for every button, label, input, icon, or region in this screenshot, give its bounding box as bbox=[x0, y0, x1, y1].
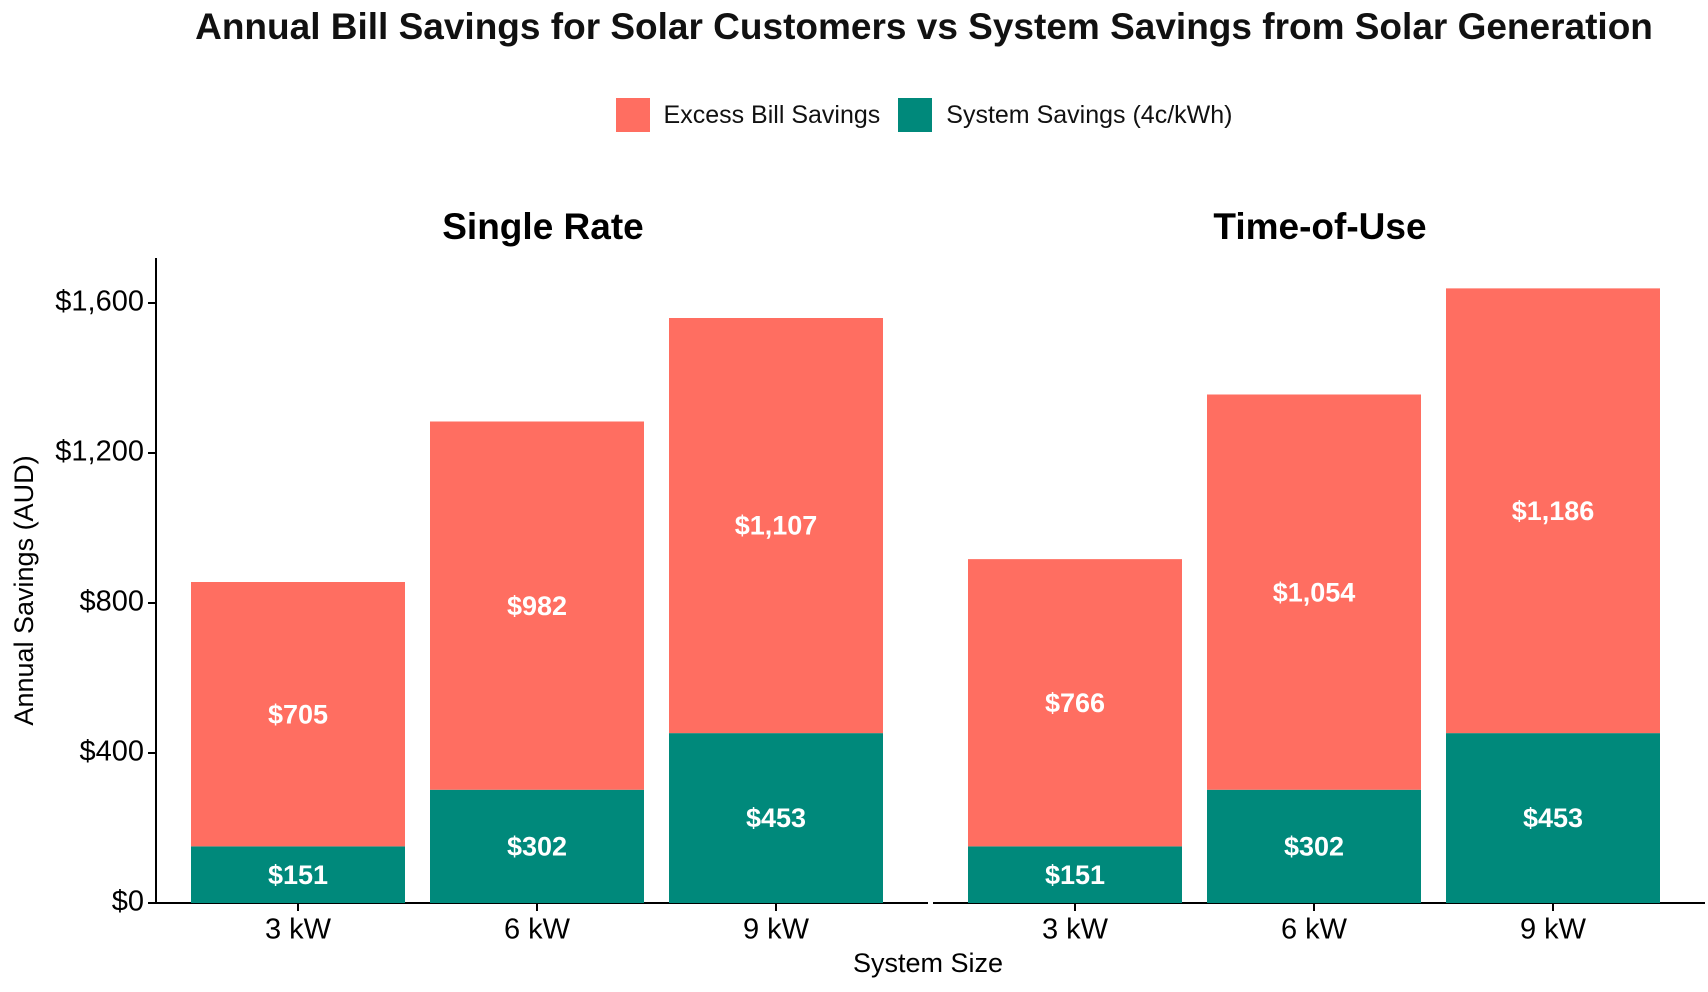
x-tick-label: 3 kW bbox=[1042, 914, 1109, 946]
x-tick-label: 9 kW bbox=[743, 914, 810, 946]
y-axis-title: Annual Savings (AUD) bbox=[9, 455, 39, 725]
data-label-system: $302 bbox=[507, 832, 567, 862]
legend-label-system: System Savings (4c/kWh) bbox=[946, 100, 1233, 129]
chart-title: Annual Bill Savings for Solar Customers … bbox=[195, 6, 1653, 47]
y-tick-label: $1,600 bbox=[55, 286, 144, 318]
legend-swatch-excess bbox=[615, 98, 650, 132]
panel-title-1: Single Rate bbox=[442, 206, 644, 247]
bar-system-savings bbox=[669, 733, 883, 903]
bar-system-savings bbox=[968, 846, 1182, 903]
y-tick-label: $1,200 bbox=[55, 436, 144, 468]
bar-system-savings bbox=[1446, 733, 1660, 903]
data-label-system: $151 bbox=[1045, 860, 1105, 890]
data-label-system: $302 bbox=[1284, 832, 1344, 862]
data-label-excess: $1,107 bbox=[735, 511, 818, 541]
bar-excess-bill-savings bbox=[1207, 394, 1421, 790]
legend-swatch-system bbox=[898, 98, 933, 132]
bar-excess-bill-savings bbox=[968, 559, 1182, 847]
legend-item-excess: Excess Bill Savings bbox=[615, 98, 881, 132]
bar-excess-bill-savings bbox=[430, 421, 644, 790]
legend: Excess Bill Savings System Savings (4c/k… bbox=[0, 98, 1708, 132]
y-tick-label: $800 bbox=[79, 586, 144, 618]
x-tick-label: 9 kW bbox=[1520, 914, 1587, 946]
bar-excess-bill-savings bbox=[1446, 288, 1660, 734]
x-tick-label: 6 kW bbox=[504, 914, 571, 946]
bar-system-savings bbox=[191, 846, 405, 903]
bar-system-savings bbox=[430, 789, 644, 903]
legend-item-system: System Savings (4c/kWh) bbox=[898, 98, 1232, 132]
data-label-system: $453 bbox=[746, 803, 806, 833]
data-label-excess: $1,186 bbox=[1512, 496, 1595, 526]
x-tick-label: 3 kW bbox=[265, 914, 332, 946]
data-label-excess: $1,054 bbox=[1273, 577, 1356, 607]
data-label-system: $453 bbox=[1523, 803, 1583, 833]
data-label-excess: $982 bbox=[507, 591, 567, 621]
y-tick-label: $400 bbox=[79, 736, 144, 768]
x-axis-title: System Size bbox=[853, 948, 1003, 978]
bar-excess-bill-savings bbox=[669, 318, 883, 734]
data-label-system: $151 bbox=[268, 860, 328, 890]
data-label-excess: $705 bbox=[268, 699, 328, 729]
bar-system-savings bbox=[1207, 789, 1421, 903]
x-tick-label: 6 kW bbox=[1281, 914, 1348, 946]
data-label-excess: $766 bbox=[1045, 688, 1105, 718]
y-tick-label: $0 bbox=[112, 886, 144, 918]
bar-excess-bill-savings bbox=[191, 582, 405, 847]
panel-title-2: Time-of-Use bbox=[1213, 206, 1426, 247]
legend-label-excess: Excess Bill Savings bbox=[663, 100, 881, 129]
